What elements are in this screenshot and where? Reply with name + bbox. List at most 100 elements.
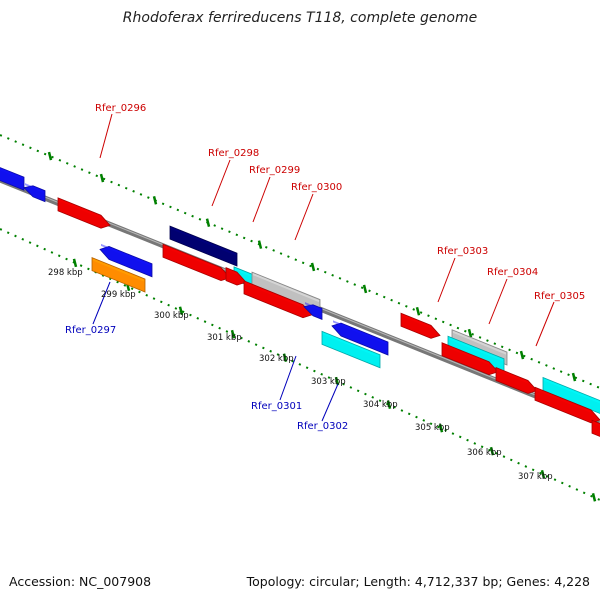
gene-block-reverse-blue-1[interactable]	[331, 320, 389, 356]
gene-block-forward-red-8-highlight	[593, 421, 600, 427]
gene-label-rfer-0302[interactable]: Rfer_0302	[297, 421, 348, 432]
label-leader-lines	[92, 113, 555, 422]
gene-label-rfer-0296[interactable]: Rfer_0296	[95, 103, 146, 114]
leader-rfer-0297	[92, 281, 111, 325]
gene-block-rfer-0297-b-highlight	[93, 258, 144, 282]
gene-block-rfer-0301[interactable]	[303, 302, 323, 320]
gene-block-reverse-left-1[interactable]	[0, 164, 25, 191]
leader-rfer-0296	[99, 113, 113, 159]
gene-features	[0, 164, 600, 441]
gene-label-rfer-0300[interactable]: Rfer_0300	[291, 182, 342, 193]
leader-rfer-0299	[252, 176, 271, 223]
gene-block-forward-red-5-shape	[441, 342, 499, 376]
gene-block-forward-red-4-shape	[400, 312, 441, 339]
gene-label-rfer-0305[interactable]: Rfer_0305	[534, 291, 585, 302]
gene-block-rfer-0298[interactable]	[169, 225, 238, 267]
gene-block-rfer-0302-highlight	[323, 332, 379, 358]
gene-block-forward-red-8-shape	[591, 419, 600, 437]
tick-label-307: 307 kbp	[518, 472, 553, 482]
accession-text: Accession: NC_007908	[9, 574, 152, 589]
gene-block-forward-red-3-shape	[243, 280, 313, 319]
outer-major-tick	[467, 328, 473, 338]
gene-block-rfer-0297-b[interactable]	[91, 257, 146, 293]
gene-block-rfer-0299-highlight	[235, 267, 254, 278]
gene-block-rfer-0297-b-shape	[91, 257, 146, 293]
gene-block-forward-red-3[interactable]	[243, 280, 313, 319]
gene-block-forward-red-1-highlight	[164, 245, 221, 271]
gene-block-forward-red-6[interactable]	[495, 366, 538, 394]
gene-block-forward-red-1-shape	[162, 243, 231, 282]
gene-block-rfer-0298-shape	[169, 225, 238, 267]
outer-major-tick	[99, 173, 105, 183]
outer-major-tick	[205, 218, 211, 228]
tick-label-305: 305 kbp	[415, 423, 450, 433]
gene-block-forward-red-5[interactable]	[441, 342, 499, 376]
gene-block-rfer-0297-a[interactable]	[99, 243, 153, 278]
gene-block-reverse-blue-1-highlight	[333, 320, 387, 345]
outer-major-tick	[415, 306, 421, 316]
gene-block-rfer-0301-shape	[303, 304, 323, 320]
gene-block-forward-red-8[interactable]	[591, 419, 600, 441]
gene-block-forward-red-1[interactable]	[162, 243, 231, 282]
page-title: Rhodoferax ferrireducens T118, complete …	[122, 10, 478, 26]
inner-major-tick	[591, 492, 597, 502]
gene-block-rfer-0305-highlight	[544, 378, 600, 404]
leader-rfer-0305	[535, 301, 555, 347]
gene-block-rfer-0300-highlight	[253, 273, 319, 303]
gene-block-rfer-0304-highlight	[449, 337, 503, 362]
gene-block-rfer-0296-highlight	[59, 198, 101, 219]
leader-rfer-0300	[294, 193, 314, 241]
tick-label-302: 302 kbp	[259, 354, 294, 364]
gene-block-rfer-0302[interactable]	[321, 330, 381, 369]
gene-block-rfer-0303-highlight	[453, 330, 506, 355]
gene-block-forward-red-5-highlight	[443, 343, 489, 365]
gene-block-forward-red-2-highlight	[227, 268, 237, 276]
tick-label-306: 306 kbp	[467, 448, 502, 458]
inner-major-tick	[438, 423, 444, 433]
gene-block-rfer-0302-shape	[321, 330, 381, 369]
gene-block-reverse-left-2-shape	[23, 185, 46, 203]
gene-block-rfer-0296[interactable]	[57, 197, 111, 229]
major-ticks	[47, 151, 597, 502]
gene-block-forward-red-2[interactable]	[225, 267, 247, 286]
gene-block-forward-red-3-highlight	[245, 281, 303, 308]
tick-label-301: 301 kbp	[207, 333, 242, 343]
inner-major-tick	[489, 446, 495, 456]
gene-label-rfer-0297[interactable]: Rfer_0297	[65, 325, 116, 336]
gene-block-forward-red-6-highlight	[497, 368, 528, 384]
outer-major-tick	[152, 196, 158, 205]
inner-major-tick	[72, 258, 78, 268]
inner-tick-ring	[0, 228, 600, 501]
leader-rfer-0302	[321, 383, 339, 422]
gene-block-rfer-0305[interactable]	[542, 376, 600, 418]
gene-label-rfer-0299[interactable]: Rfer_0299	[249, 165, 300, 176]
inner-major-tick	[178, 306, 184, 316]
gene-label-rfer-0298[interactable]: Rfer_0298	[208, 148, 259, 159]
gene-label-rfer-0304[interactable]: Rfer_0304	[487, 267, 538, 278]
outer-major-tick	[362, 284, 368, 294]
inner-major-tick	[230, 329, 236, 339]
outer-major-tick	[257, 240, 263, 249]
leader-rfer-0303	[437, 257, 456, 303]
outer-major-tick	[571, 372, 577, 382]
gene-block-reverse-left-2-highlight	[25, 183, 44, 194]
gene-block-reverse-left-2[interactable]	[23, 183, 46, 203]
gene-block-forward-red-6-shape	[495, 366, 538, 394]
inner-major-tick	[540, 469, 546, 479]
gene-block-rfer-0305-shape	[542, 376, 600, 414]
gene-block-forward-red-2-shape	[225, 267, 247, 286]
gene-block-rfer-0298-highlight	[171, 227, 236, 256]
gene-block-rfer-0297-a-shape	[99, 246, 153, 278]
inner-major-tick	[282, 353, 288, 363]
tick-label-304: 304 kbp	[363, 400, 398, 410]
leader-rfer-0304	[488, 278, 508, 325]
gene-label-rfer-0301[interactable]: Rfer_0301	[251, 401, 302, 412]
gene-block-rfer-0301-highlight	[305, 302, 321, 311]
gene-block-forward-red-4-highlight	[402, 314, 431, 329]
gene-block-forward-red-4[interactable]	[400, 312, 441, 339]
tick-label-300: 300 kbp	[154, 311, 189, 321]
tick-label-298: 298 kbp	[48, 268, 83, 278]
gene-label-rfer-0303[interactable]: Rfer_0303	[437, 246, 488, 257]
